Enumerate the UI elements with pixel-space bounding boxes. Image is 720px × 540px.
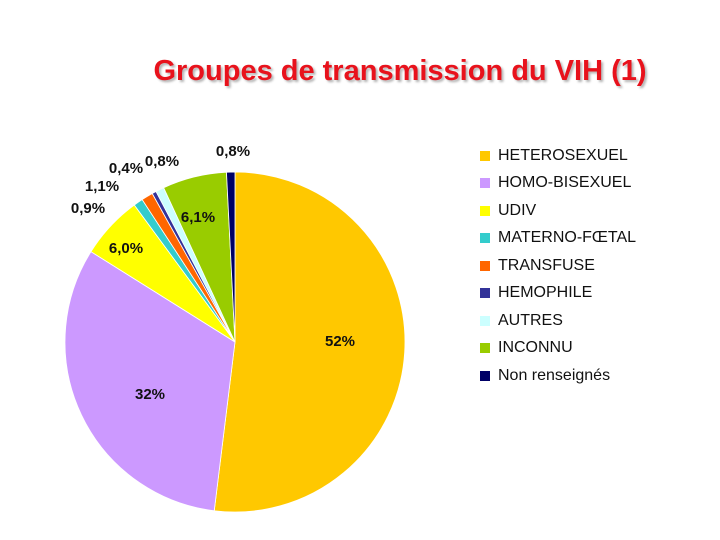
legend-swatch bbox=[480, 343, 490, 354]
chart-legend: HETEROSEXUEL HOMO-BISEXUEL UDIV MATERNO-FŒT… bbox=[480, 142, 636, 390]
legend-swatch bbox=[480, 178, 490, 189]
legend-swatch bbox=[480, 205, 490, 216]
legend-label: MATERNO-FŒTAL bbox=[498, 229, 637, 247]
legend-swatch bbox=[480, 150, 490, 161]
legend-item-hemophile: HEMOPHILE bbox=[480, 280, 636, 308]
slide-title: Groupes de transmission du VIH (1) bbox=[153, 55, 647, 87]
data-label-hemophile: 0,4% bbox=[109, 160, 143, 177]
legend-swatch bbox=[480, 288, 490, 299]
legend-label: UDIV bbox=[498, 201, 537, 219]
data-label-inconnu: 6,1% bbox=[181, 209, 215, 226]
legend-swatch bbox=[480, 315, 490, 326]
legend-label: HOMO-BISEXUEL bbox=[498, 174, 632, 192]
legend-item-udiv: UDIV bbox=[480, 197, 636, 225]
data-label-materno-foetal: 0,9% bbox=[71, 200, 105, 217]
legend-item-transfuse: TRANSFUSE bbox=[480, 252, 636, 280]
data-label-non-renseignes: 0,8% bbox=[216, 143, 250, 160]
legend-item-homo-bisexuel: HOMO-BISEXUEL bbox=[480, 170, 636, 198]
legend-label: HETEROSEXUEL bbox=[498, 146, 628, 164]
legend-label: HEMOPHILE bbox=[498, 284, 593, 302]
legend-label: INCONNU bbox=[498, 339, 573, 357]
pie-slice-heterosexuel bbox=[213, 171, 406, 513]
legend-swatch bbox=[480, 260, 490, 271]
legend-item-inconnu: INCONNU bbox=[480, 335, 636, 363]
data-label-heterosexuel: 52% bbox=[325, 333, 355, 350]
data-label-autres: 0,8% bbox=[145, 153, 179, 170]
pie-slice-homo-bisexuel bbox=[64, 251, 236, 512]
legend-label: TRANSFUSE bbox=[498, 256, 595, 274]
legend-swatch bbox=[480, 233, 490, 244]
legend-label: Non renseignés bbox=[498, 366, 611, 384]
data-label-homo-bisexuel: 32% bbox=[135, 386, 165, 403]
legend-swatch bbox=[480, 370, 490, 381]
legend-item-materno-foetal: MATERNO-FŒTAL bbox=[480, 225, 636, 253]
legend-item-non-renseignes: Non renseignés bbox=[480, 362, 636, 390]
data-label-transfuse: 1,1% bbox=[85, 178, 119, 195]
data-label-udiv: 6,0% bbox=[109, 240, 143, 257]
legend-item-autres: AUTRES bbox=[480, 307, 636, 335]
legend-item-heterosexuel: HETEROSEXUEL bbox=[480, 142, 636, 170]
pie-slice-non-renseignes bbox=[226, 171, 236, 343]
legend-label: AUTRES bbox=[498, 311, 563, 329]
